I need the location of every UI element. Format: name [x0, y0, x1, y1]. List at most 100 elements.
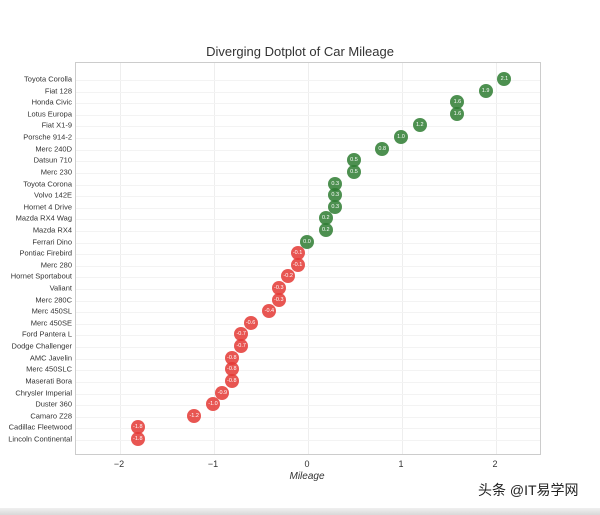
data-point: -1.2 [187, 408, 202, 423]
data-point: -0.3 [271, 281, 286, 296]
grid-line-horizontal [76, 254, 540, 256]
x-tick-label: −2 [113, 459, 125, 469]
y-tick-label: Mazda RX4 [32, 225, 72, 235]
y-tick-label: Maserati Bora [25, 376, 72, 386]
y-tick-label: Pontiac Firebird [19, 248, 72, 258]
y-tick-label: Fiat X1-9 [41, 120, 72, 130]
grid-line-horizontal [76, 347, 540, 349]
grid-line-horizontal [76, 335, 540, 337]
grid-line-horizontal [76, 172, 540, 174]
y-tick-label: Lincoln Continental [8, 434, 72, 444]
y-tick-label: Honda Civic [31, 97, 72, 107]
data-point: -0.1 [290, 257, 305, 272]
y-tick-label: Cadillac Fleetwood [8, 422, 72, 432]
grid-line-horizontal [76, 91, 540, 93]
data-point: 0.2 [318, 211, 333, 226]
y-tick-label: Fiat 128 [44, 86, 72, 96]
data-point: -1.0 [206, 397, 220, 412]
grid-line-vertical [402, 63, 403, 454]
y-tick-label: Porsche 914-2 [23, 132, 72, 142]
y-tick-label: Toyota Corolla [24, 74, 72, 84]
y-tick-label: Merc 240D [35, 144, 72, 154]
y-tick-label: Merc 230 [40, 167, 72, 177]
data-point: 1.6 [450, 95, 465, 110]
data-point: 0.5 [347, 164, 361, 179]
y-tick-label: Merc 280 [40, 260, 72, 270]
grid-line-horizontal [76, 440, 540, 441]
grid-line-horizontal [76, 149, 540, 151]
data-point: 1.6 [450, 106, 465, 121]
data-point: 0.3 [328, 199, 343, 214]
plot-area [75, 62, 541, 455]
y-tick-label: Toyota Corona [23, 179, 72, 189]
data-point: -0.4 [262, 304, 277, 319]
y-tick-label: AMC Javelin [29, 353, 72, 363]
data-point: 0.0 [300, 234, 314, 249]
grid-line-horizontal [76, 416, 540, 418]
grid-line-horizontal [76, 265, 540, 267]
data-point: 1.9 [478, 83, 493, 98]
grid-line-horizontal [76, 161, 540, 163]
grid-line-horizontal [76, 219, 540, 221]
data-point: -0.9 [215, 385, 230, 400]
y-tick-label: Chrysler Imperial [15, 388, 72, 398]
grid-line-horizontal [76, 358, 540, 360]
data-point: 0.8 [375, 141, 390, 156]
y-tick-label: Merc 450SE [30, 318, 72, 328]
data-point: -0.7 [234, 327, 249, 342]
bottom-bar [0, 508, 600, 515]
data-point: 0.5 [347, 153, 361, 168]
grid-line-horizontal [76, 103, 540, 105]
data-point: 2.1 [497, 72, 512, 86]
grid-line-horizontal [76, 80, 540, 81]
y-tick-label: Volvo 142E [34, 190, 72, 200]
grid-line-vertical [308, 63, 309, 454]
watermark: 头条 @IT易学网 [478, 482, 579, 498]
grid-line-horizontal [76, 289, 540, 291]
data-point: 1.2 [412, 118, 427, 133]
grid-line-horizontal [76, 381, 540, 383]
data-point: -0.8 [224, 373, 239, 388]
data-point: 1.0 [394, 130, 408, 145]
y-tick-label: Mazda RX4 Wag [15, 213, 72, 223]
data-point: 0.2 [318, 222, 333, 237]
grid-line-horizontal [76, 323, 540, 325]
grid-line-vertical [496, 63, 497, 454]
data-point: -0.8 [224, 350, 239, 365]
y-tick-label: Hornet Sportabout [10, 271, 72, 281]
data-point: -0.7 [234, 339, 249, 354]
grid-line-horizontal [76, 300, 540, 302]
data-point: -1.8 [130, 432, 145, 446]
data-point: -0.6 [243, 315, 258, 330]
grid-line-horizontal [76, 207, 540, 209]
x-tick-label: 2 [492, 459, 498, 469]
chart-title: Diverging Dotplot of Car Mileage [206, 44, 394, 59]
y-tick-label: Merc 450SL [31, 306, 72, 316]
data-point: -0.2 [281, 269, 296, 284]
y-tick-label: Datsun 710 [33, 155, 72, 165]
y-tick-label: Camaro Z28 [30, 411, 72, 421]
y-tick-label: Valiant [49, 283, 72, 293]
y-tick-label: Dodge Challenger [11, 341, 72, 351]
grid-line-horizontal [76, 405, 540, 407]
x-tick-label: 1 [398, 459, 404, 469]
grid-line-horizontal [76, 138, 540, 140]
grid-line-horizontal [76, 277, 540, 279]
grid-line-vertical [120, 63, 121, 454]
data-point: -0.1 [290, 246, 305, 261]
data-point: 0.3 [328, 188, 343, 203]
data-point: -1.8 [130, 420, 145, 435]
grid-line-horizontal [76, 428, 540, 430]
y-tick-label: Merc 450SLC [26, 364, 72, 374]
y-tick-label: Ferrari Dino [32, 237, 72, 247]
grid-line-horizontal [76, 312, 540, 314]
x-tick-label: −1 [207, 459, 219, 469]
grid-line-horizontal [76, 184, 540, 186]
grid-line-horizontal [76, 126, 540, 128]
data-point: 0.3 [328, 176, 343, 191]
grid-line-horizontal [76, 114, 540, 116]
grid-line-vertical [214, 63, 215, 454]
y-tick-label: Duster 360 [35, 399, 72, 409]
y-tick-label: Lotus Europa [27, 109, 72, 119]
